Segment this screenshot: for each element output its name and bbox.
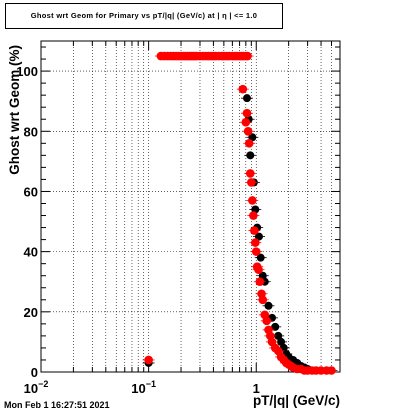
black-marker (274, 331, 283, 340)
black-marker (277, 337, 286, 346)
chart-title: Ghost wrt Geom for Primary vs pT/|q| (Ge… (30, 11, 258, 20)
red-marker (250, 226, 259, 235)
red-marker (255, 277, 265, 287)
timestamp: Mon Feb 1 16:27:51 2021 (4, 400, 110, 410)
red-marker (241, 117, 251, 127)
x-tick-label: 10−2 (24, 379, 49, 396)
y-axis-label: Ghost wrt Geom (%) (7, 45, 22, 175)
red-marker (244, 139, 254, 148)
black-marker (254, 232, 263, 241)
data-points (142, 51, 338, 375)
red-marker (243, 51, 252, 61)
grid (41, 41, 340, 372)
y-tick-label: 100 (16, 64, 38, 79)
red-marker (243, 126, 253, 136)
y-tick-label: 80 (24, 124, 38, 139)
red-marker (242, 108, 252, 118)
red-marker (248, 196, 257, 205)
red-marker (144, 355, 153, 365)
red-marker (249, 211, 258, 220)
black-marker (242, 94, 251, 103)
red-marker (262, 316, 271, 326)
red-marker (251, 247, 261, 256)
black-marker (256, 253, 265, 262)
x-tick-label: 1 (253, 381, 260, 396)
x-tick-label: 10−1 (131, 379, 156, 396)
red-marker (251, 238, 260, 247)
y-tick-label: 40 (24, 245, 38, 260)
red-marker (245, 169, 255, 178)
y-tick-label: 60 (24, 184, 38, 199)
y-tick-label: 0 (31, 365, 38, 380)
axis-ticks (40, 41, 341, 373)
red-marker (258, 295, 268, 305)
black-marker (271, 322, 280, 331)
black-marker (264, 301, 273, 310)
x-tick-exponent: −2 (38, 379, 48, 389)
plot-frame (40, 40, 341, 373)
black-marker (246, 151, 255, 160)
red-marker (238, 84, 248, 94)
x-axis-label: pT/|q| (GeV/c) (253, 393, 340, 408)
red-marker (247, 178, 256, 187)
x-tick-exponent: −1 (146, 379, 156, 389)
title-box: Ghost wrt Geom for Primary vs pT/|q| (Ge… (5, 3, 283, 29)
red-marker (254, 265, 263, 274)
y-tick-label: 20 (24, 305, 38, 320)
red-marker (327, 366, 336, 375)
